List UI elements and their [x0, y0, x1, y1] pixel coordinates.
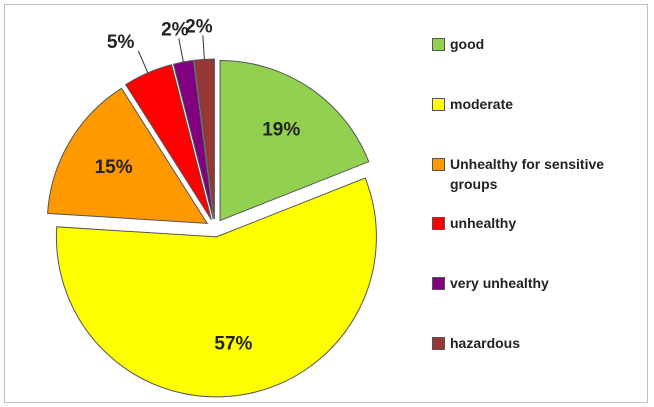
legend-item: unhealthy — [432, 213, 516, 233]
legend-swatch — [432, 158, 445, 171]
chart-frame — [4, 4, 648, 403]
data-label: 2% — [185, 16, 213, 37]
legend-item: very unhealthy — [432, 273, 549, 293]
leader-line — [202, 35, 205, 60]
legend-swatch — [432, 217, 445, 230]
legend-label: good — [450, 36, 485, 52]
pie-slice — [219, 60, 370, 222]
pie-slice — [125, 64, 212, 221]
legend-item: moderate — [432, 94, 513, 114]
legend-swatch — [432, 337, 445, 350]
legend-swatch — [432, 38, 445, 51]
pie-slice — [193, 58, 215, 220]
legend-label: moderate — [450, 96, 514, 112]
legend-item: good — [432, 34, 484, 54]
pie-slice — [55, 177, 377, 398]
leader-line — [178, 38, 184, 63]
legend-label: very unhealthy — [450, 275, 549, 291]
legend-label: unhealthy — [450, 215, 517, 231]
data-label: 57% — [214, 333, 252, 354]
data-label: 19% — [262, 120, 300, 141]
legend-item: Unhealthy for sensitive groups — [432, 154, 650, 194]
data-label: 2% — [161, 19, 189, 40]
pie-slice — [47, 87, 209, 224]
legend-swatch — [432, 277, 445, 290]
data-label: 15% — [95, 157, 133, 178]
data-label: 5% — [107, 32, 135, 53]
legend-label: Unhealthy for sensitive groups — [450, 156, 605, 192]
legend-item: hazardous — [432, 333, 520, 353]
legend-label: hazardous — [450, 335, 521, 351]
legend-swatch — [432, 98, 445, 111]
leader-line — [137, 50, 149, 74]
